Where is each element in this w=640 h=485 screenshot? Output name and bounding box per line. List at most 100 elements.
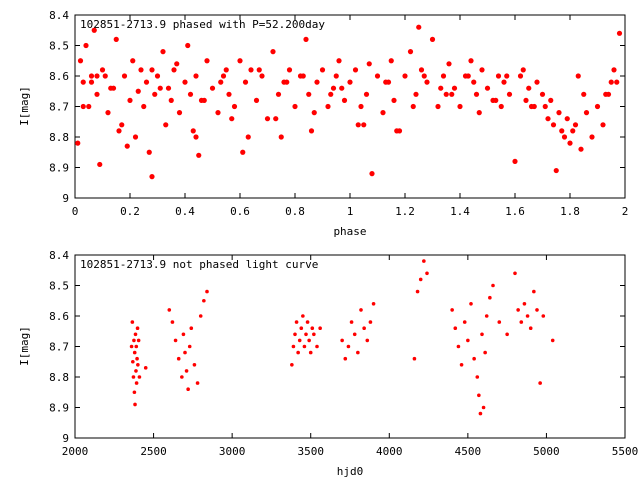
tick-group: 0 0.2 0.4 0.6 0.8 1 1.2 1.4 1.6 1.8 2 8.4 8.5 8.6 8.7 8…: [49, 9, 628, 218]
data-point: [491, 283, 495, 288]
data-point: [325, 103, 331, 110]
data-point: [297, 338, 302, 343]
data-point: [410, 103, 416, 110]
data-point: [520, 67, 526, 73]
x-tick-label: 0: [72, 205, 79, 218]
data-point: [75, 140, 81, 146]
data-point: [415, 289, 420, 294]
tick-group: 2000 2500 3000 3500 4000 4500 5000 5500 8.4 8.5 8.…: [49, 249, 638, 458]
data-point: [402, 73, 408, 79]
x-tick-label: 0.8: [285, 205, 305, 218]
y-tick-label: 8.7: [49, 101, 69, 114]
data-point: [589, 134, 595, 140]
data-point: [483, 350, 487, 355]
data-point: [248, 67, 254, 73]
data-point: [303, 36, 309, 43]
data-point: [594, 103, 601, 110]
data-point: [226, 91, 232, 97]
data-point: [80, 103, 86, 110]
y-tick-label: 8.9: [49, 402, 69, 415]
data-point: [356, 350, 360, 355]
data-point: [300, 73, 306, 79]
data-point: [336, 58, 342, 64]
data-point: [157, 85, 163, 91]
data-point: [183, 350, 187, 355]
data-point: [517, 73, 524, 79]
y-tick-label: 8.5: [49, 40, 69, 53]
data-point: [359, 308, 363, 312]
x-tick-label: 1.2: [395, 205, 415, 218]
data-point: [380, 110, 386, 116]
data-point: [94, 73, 100, 79]
data-point: [498, 103, 504, 110]
data-point: [290, 363, 294, 367]
data-point: [223, 67, 229, 73]
data-point: [383, 79, 389, 85]
data-point: [220, 73, 227, 79]
data-point: [201, 97, 207, 103]
data-point: [181, 332, 186, 337]
x-tick-label: 2500: [140, 445, 167, 458]
data-point: [311, 110, 317, 116]
data-point: [152, 91, 158, 97]
data-point: [466, 338, 470, 343]
data-point: [443, 91, 449, 97]
data-point: [229, 116, 235, 122]
x-tick-label: 4500: [455, 445, 482, 458]
plot-phased: 102851-2713.9 phased with P=52.200day ph…: [18, 9, 628, 238]
data-point: [305, 320, 310, 324]
data-point: [484, 314, 489, 318]
data-point: [296, 350, 300, 355]
data-point: [512, 158, 518, 164]
data-point: [425, 271, 429, 276]
data-point: [135, 88, 141, 94]
x-tick-label: 0.2: [120, 205, 140, 218]
data-point: [391, 97, 397, 103]
data-point: [453, 326, 458, 331]
data-point: [88, 79, 95, 85]
data-point: [176, 356, 181, 361]
data-point: [471, 79, 477, 85]
data-point: [611, 67, 617, 73]
data-point: [318, 326, 322, 331]
data-point: [205, 289, 209, 294]
data-point: [429, 36, 436, 43]
x-tick-label: 0.4: [175, 205, 195, 218]
data-point: [550, 122, 557, 128]
data-point: [424, 79, 430, 85]
data-point: [495, 73, 502, 79]
data-point: [113, 36, 119, 43]
data-point: [99, 67, 106, 73]
data-point: [600, 122, 606, 128]
data-point: [475, 375, 480, 379]
data-point: [173, 338, 178, 343]
data-point: [422, 259, 426, 263]
data-point: [116, 128, 122, 134]
data-point: [91, 27, 97, 33]
data-point: [450, 308, 454, 312]
data-point: [355, 122, 361, 128]
data-point: [548, 97, 554, 103]
data-point: [292, 103, 298, 110]
data-point: [371, 302, 376, 306]
data-point: [168, 97, 174, 103]
data-point: [121, 73, 128, 79]
data-point: [149, 174, 155, 180]
data-point: [575, 73, 581, 79]
data-point: [259, 73, 265, 79]
data-point: [531, 103, 537, 110]
data-point: [77, 58, 84, 64]
data-point: [476, 110, 482, 116]
data-point: [608, 79, 614, 85]
data-point: [127, 97, 133, 103]
y-tick-label: 9: [62, 192, 69, 205]
data-point: [572, 122, 579, 128]
data-point: [567, 140, 573, 146]
data-point: [501, 79, 507, 85]
data-point: [195, 381, 200, 385]
data-point: [231, 103, 238, 110]
data-point: [418, 277, 423, 282]
data-point: [171, 67, 177, 73]
point-group: [75, 24, 623, 180]
y-tick-label: 8.8: [49, 131, 69, 144]
